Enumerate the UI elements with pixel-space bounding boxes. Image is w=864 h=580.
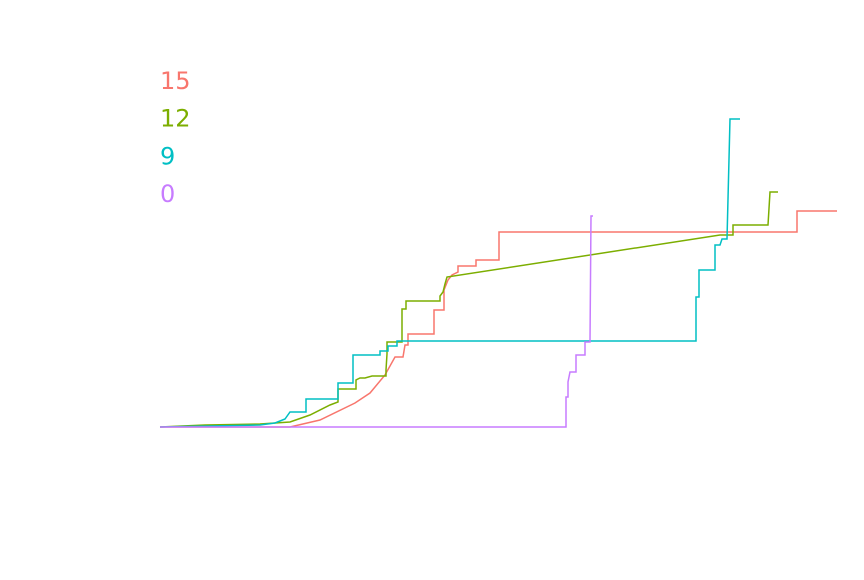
legend-label: 9 [160,142,175,170]
legend-label: 12 [160,105,191,133]
legend-label: 15 [160,67,191,95]
series-line [160,215,593,428]
legend-label: 0 [160,180,175,208]
series-line [159,118,740,428]
series-line [160,210,837,428]
series-line [159,191,778,428]
